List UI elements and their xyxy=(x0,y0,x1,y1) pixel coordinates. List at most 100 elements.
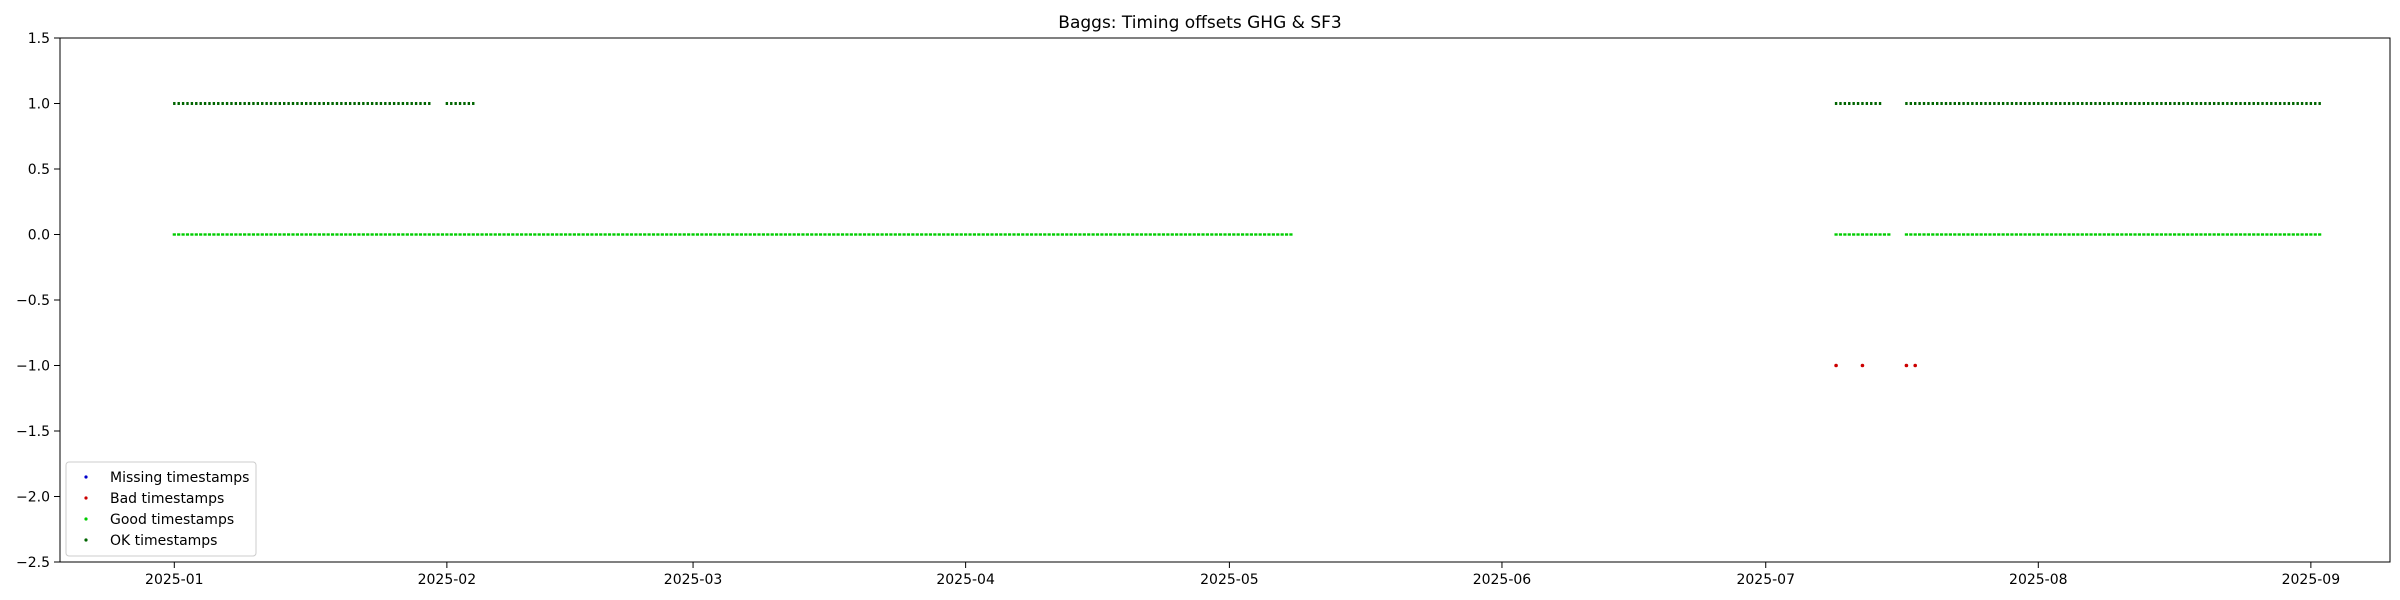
point xyxy=(331,102,334,105)
point xyxy=(370,102,374,105)
point xyxy=(1909,233,1913,236)
point xyxy=(221,233,225,236)
point xyxy=(229,233,234,236)
point xyxy=(208,102,211,105)
point xyxy=(1948,233,1952,236)
y-tick-label: −2.0 xyxy=(16,490,50,506)
point xyxy=(2124,233,2128,236)
point xyxy=(217,102,220,105)
legend-marker xyxy=(84,517,88,521)
point xyxy=(616,233,620,236)
point xyxy=(678,233,682,236)
point xyxy=(2204,102,2207,105)
point xyxy=(2265,233,2269,236)
point xyxy=(533,233,537,236)
point xyxy=(2177,233,2181,236)
point xyxy=(1966,102,1970,105)
point xyxy=(1047,233,1051,236)
point xyxy=(326,102,330,105)
point xyxy=(2168,233,2172,236)
point xyxy=(1135,233,1139,236)
point xyxy=(805,233,809,236)
point xyxy=(454,102,457,105)
point xyxy=(396,233,401,236)
point xyxy=(335,102,339,105)
point xyxy=(230,102,233,105)
point xyxy=(1834,233,1838,236)
point xyxy=(287,102,290,105)
point xyxy=(1961,233,1966,236)
point xyxy=(1856,233,1860,236)
point xyxy=(374,233,379,236)
point xyxy=(880,233,884,236)
point xyxy=(194,233,198,236)
point xyxy=(625,233,629,236)
point xyxy=(2252,102,2255,105)
point xyxy=(1122,233,1126,236)
point xyxy=(2041,233,2045,236)
point xyxy=(1940,102,1943,105)
point xyxy=(849,233,853,236)
point xyxy=(1113,233,1117,236)
point xyxy=(1069,233,1073,236)
y-tick-label: −0.5 xyxy=(16,293,50,309)
point xyxy=(2186,102,2189,105)
point xyxy=(2120,102,2124,105)
point xyxy=(638,233,642,236)
chart-title: Baggs: Timing offsets GHG & SF3 xyxy=(1058,13,1341,33)
point xyxy=(1227,233,1231,236)
point xyxy=(304,233,308,236)
point xyxy=(1931,102,1934,105)
point xyxy=(2027,233,2032,236)
point xyxy=(467,102,471,105)
point xyxy=(1843,233,1847,236)
point xyxy=(278,233,282,236)
point xyxy=(2107,102,2110,105)
point xyxy=(1953,102,1956,105)
point xyxy=(2230,233,2234,236)
point xyxy=(1095,233,1100,236)
point xyxy=(1852,233,1856,236)
point xyxy=(876,233,880,236)
point xyxy=(1953,233,1957,236)
point xyxy=(2059,102,2062,105)
point xyxy=(2098,233,2102,236)
point xyxy=(493,233,497,236)
point xyxy=(203,233,207,236)
point xyxy=(300,102,303,105)
point xyxy=(2120,233,2124,236)
point xyxy=(1139,233,1144,236)
point xyxy=(1992,233,1996,236)
point xyxy=(524,233,528,236)
point xyxy=(788,233,792,236)
point xyxy=(489,233,493,236)
point xyxy=(177,102,180,105)
point xyxy=(252,102,255,105)
point xyxy=(1922,102,1926,105)
point xyxy=(753,233,757,236)
point xyxy=(656,233,660,236)
point xyxy=(1100,233,1104,236)
point xyxy=(528,233,532,236)
point xyxy=(766,233,770,236)
point xyxy=(225,233,229,236)
point xyxy=(322,102,325,105)
point xyxy=(2278,233,2282,236)
point xyxy=(313,233,317,236)
point xyxy=(243,233,247,236)
point xyxy=(212,102,216,105)
point xyxy=(1984,102,1987,105)
x-tick-label: 2025-01 xyxy=(145,572,204,588)
point xyxy=(309,102,312,105)
point xyxy=(1245,233,1249,236)
point xyxy=(1865,233,1869,236)
point xyxy=(339,233,343,236)
point xyxy=(2292,102,2295,105)
point xyxy=(1860,363,1865,368)
point xyxy=(950,233,955,236)
point xyxy=(212,233,216,236)
point xyxy=(2177,102,2181,105)
point xyxy=(238,233,242,236)
point xyxy=(1970,233,1974,236)
point xyxy=(251,233,256,236)
